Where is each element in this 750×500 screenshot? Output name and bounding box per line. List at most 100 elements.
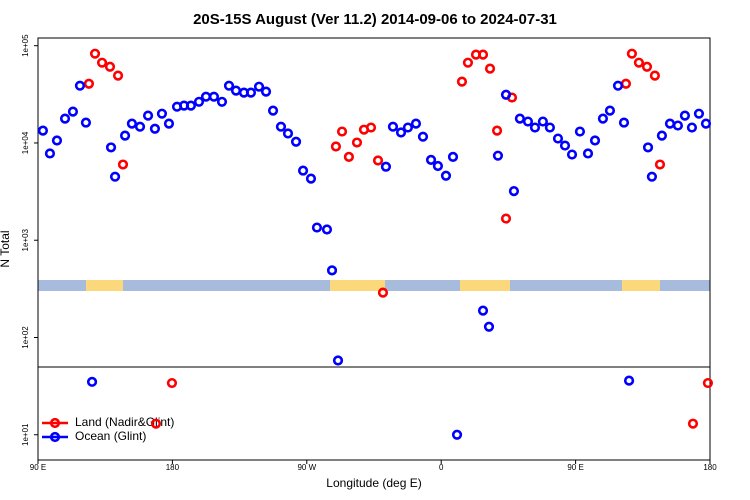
data-point	[336, 126, 348, 137]
data-point	[326, 265, 338, 276]
data-point	[149, 123, 161, 134]
data-point	[311, 222, 323, 233]
x-tick-label: 90 W	[297, 463, 316, 472]
data-point	[134, 121, 146, 132]
data-point	[166, 377, 178, 389]
data-point	[185, 100, 197, 111]
data-point	[623, 375, 635, 386]
data-point	[559, 140, 571, 151]
data-point	[343, 151, 355, 162]
data-point	[351, 137, 363, 148]
data-point	[86, 376, 98, 387]
data-point	[150, 418, 162, 429]
y-tick-label: 1e+02	[21, 326, 30, 349]
data-point	[216, 96, 228, 107]
data-point	[410, 118, 422, 129]
data-point	[44, 148, 56, 159]
data-point	[305, 173, 317, 184]
data-point	[477, 305, 489, 316]
data-point	[500, 213, 512, 224]
data-point	[96, 57, 108, 68]
data-point	[440, 170, 452, 181]
y-tick-label: 1e+01	[21, 423, 30, 446]
legend-marker	[49, 417, 61, 429]
data-point	[500, 89, 512, 100]
data-point	[492, 150, 504, 161]
land-patch	[86, 280, 123, 291]
data-point	[451, 429, 463, 440]
data-point	[37, 125, 49, 136]
data-point	[582, 148, 594, 159]
data-point	[208, 91, 220, 102]
y-tick-label: 1e+05	[21, 34, 30, 57]
data-point	[687, 418, 699, 429]
x-tick-label: 90 E	[30, 463, 46, 472]
data-point	[380, 161, 392, 172]
data-point	[372, 155, 384, 166]
data-point	[321, 224, 333, 235]
data-point	[462, 57, 474, 68]
data-point	[223, 80, 235, 91]
data-point	[491, 125, 503, 136]
data-point	[80, 117, 92, 128]
data-point	[377, 287, 389, 298]
data-point	[484, 63, 496, 74]
plot-frame	[37, 37, 711, 461]
data-point	[477, 49, 489, 60]
data-point	[646, 171, 658, 182]
data-point	[604, 105, 616, 116]
data-point	[544, 122, 556, 133]
data-point	[253, 81, 265, 92]
x-tick-label: 180	[703, 463, 717, 472]
data-point	[282, 128, 294, 139]
data-point	[693, 108, 705, 119]
data-point	[330, 141, 342, 152]
data-point	[700, 118, 712, 129]
y-tick-label: 1e+03	[21, 228, 30, 251]
data-point	[483, 321, 495, 332]
data-point	[267, 105, 279, 116]
data-point	[522, 116, 534, 127]
y-axis-label: N Total	[0, 230, 12, 267]
data-point	[672, 120, 683, 131]
data-point	[456, 76, 468, 87]
data-point	[425, 154, 437, 165]
data-point	[245, 87, 257, 98]
data-point	[260, 86, 272, 97]
data-point	[508, 185, 520, 197]
data-point	[402, 122, 413, 133]
x-tick-label: 90 E	[567, 463, 583, 472]
data-point	[618, 117, 630, 128]
data-point	[332, 355, 344, 366]
legend: Land (Nadir&Glint)Ocean (Glint)	[42, 415, 174, 443]
data-point	[529, 122, 541, 133]
data-point	[552, 133, 564, 144]
data-point	[117, 159, 129, 170]
data-point	[105, 142, 117, 153]
data-point	[119, 130, 131, 141]
data-point	[395, 127, 407, 138]
x-tick-label: 0	[439, 463, 444, 472]
data-point	[432, 160, 444, 172]
y-tick-label: 1e+04	[21, 131, 30, 154]
data-point	[537, 116, 548, 127]
data-point	[679, 110, 691, 121]
x-axis-label: Longitude (deg E)	[326, 476, 421, 490]
land-patch	[622, 280, 660, 291]
chart-title: 20S-15S August (Ver 11.2) 2014-09-06 to …	[193, 11, 557, 28]
data-point	[142, 110, 154, 121]
data-point	[275, 121, 287, 132]
data-point	[626, 48, 637, 59]
land-ocean-strip	[38, 280, 710, 291]
data-point	[126, 118, 138, 129]
data-point	[566, 149, 578, 160]
legend-label: Land (Nadir&Glint)	[75, 415, 174, 429]
data-point	[163, 118, 175, 129]
data-point	[109, 171, 121, 182]
data-point	[633, 57, 645, 68]
land-patch	[460, 280, 510, 291]
data-point	[67, 106, 79, 117]
data-point	[641, 61, 653, 72]
data-point	[59, 113, 71, 124]
data-point	[74, 80, 86, 91]
